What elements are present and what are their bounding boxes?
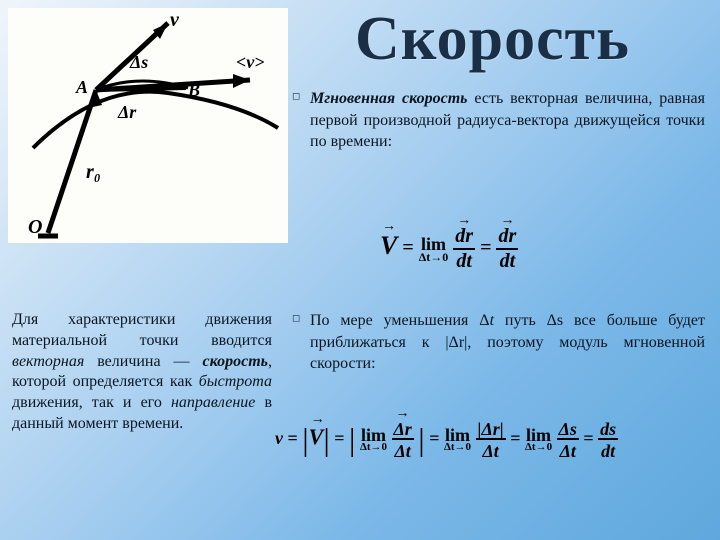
velocity-formula: V = limΔt→0 drdt = drdt [380, 225, 518, 273]
label-v: v [170, 9, 180, 31]
label-avgv: <v> [236, 52, 265, 72]
definition-text: Мгновенная скорость есть векторная велич… [310, 88, 705, 153]
label-dr: Δr [117, 102, 137, 122]
label-O: O [28, 216, 42, 238]
modulus-text: По мере уменьшения Δt путь Δs все больше… [310, 310, 705, 375]
slide-title: Скорость [355, 4, 630, 75]
label-B: B [187, 80, 200, 100]
velocity-diagram: v A B Δs <v> Δr r₀ O [8, 8, 288, 243]
label-A: A [75, 77, 88, 97]
left-description: Для характеристики движения материальной… [12, 310, 272, 435]
modulus-formula: v = |V| = | limΔt→0 ΔrΔt | = limΔt→0 |Δr… [275, 420, 618, 460]
label-ds: Δs [129, 52, 148, 72]
label-r0: r₀ [86, 161, 101, 183]
